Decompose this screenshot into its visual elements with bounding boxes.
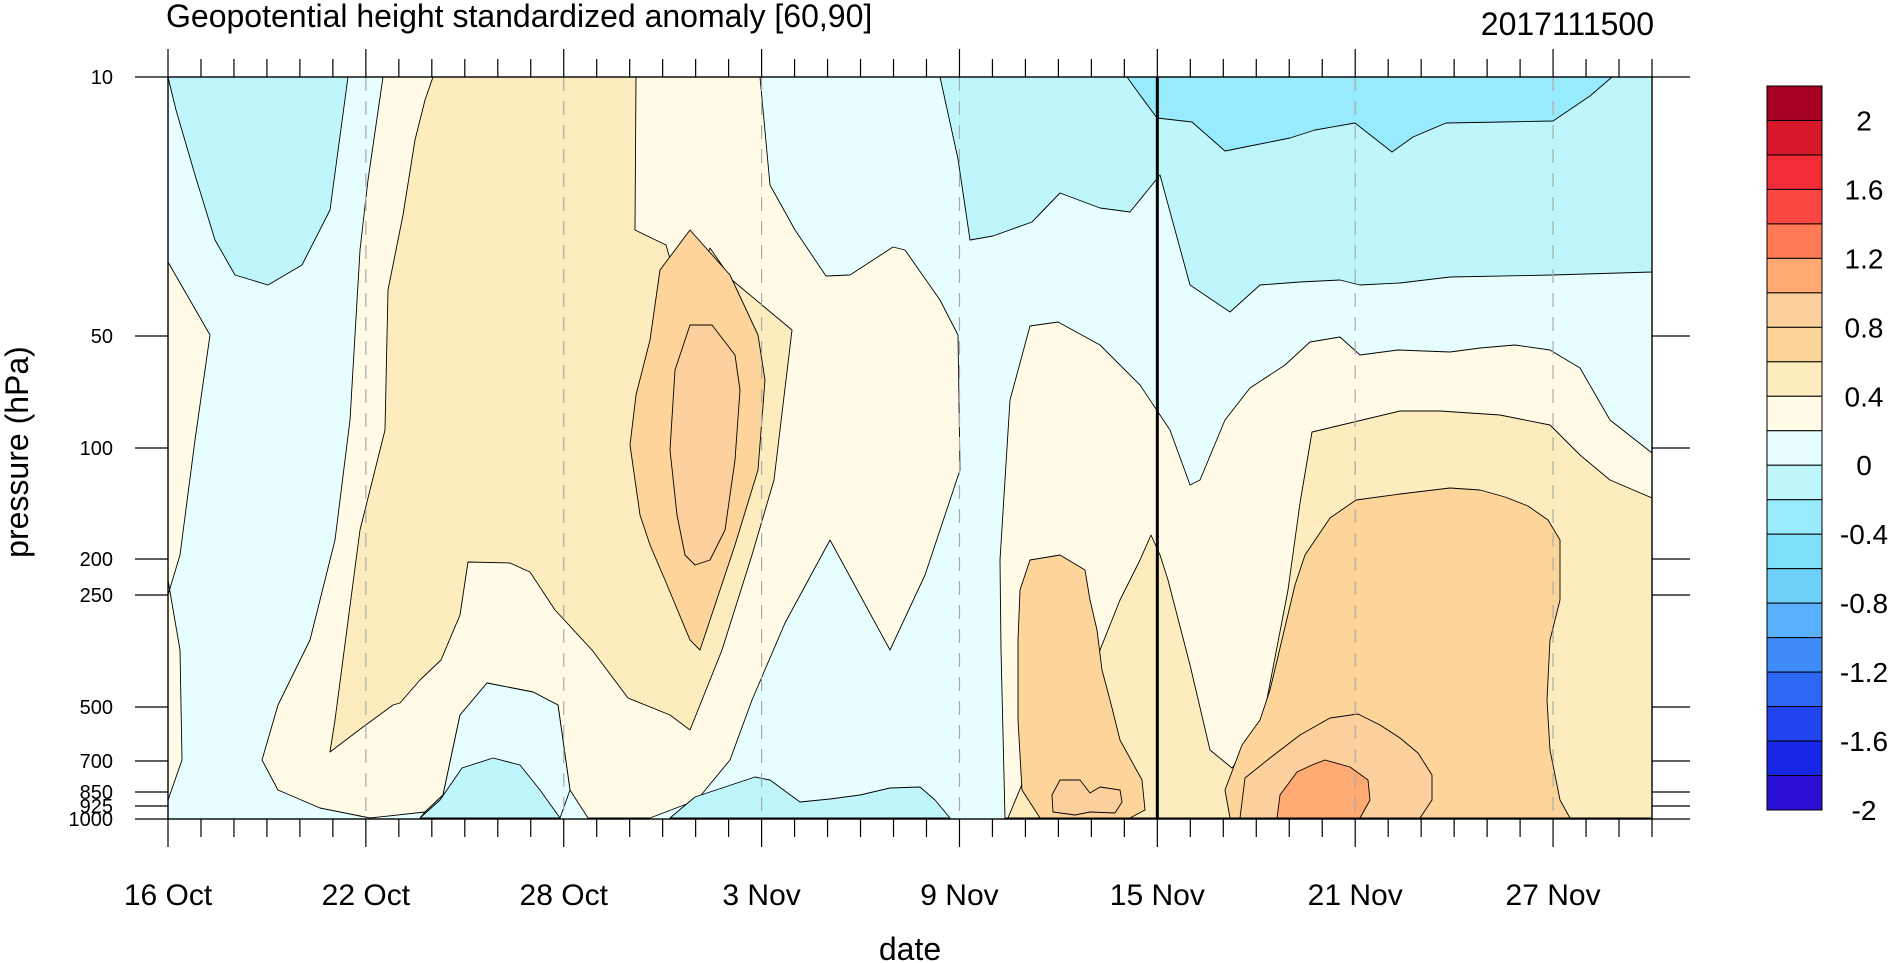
y-tick-label: 500 <box>80 697 113 719</box>
pos-0.6-0.8-small-blob <box>1051 779 1123 816</box>
x-tick-label: 16 Oct <box>124 879 213 912</box>
x-axis-label: date <box>879 931 941 963</box>
chart-date-label: 2017111500 <box>1481 6 1654 42</box>
y-tick-label: 1000 <box>69 809 114 831</box>
colorbar-box <box>1766 775 1823 811</box>
x-tick-label: 9 Nov <box>920 879 998 912</box>
colorbar-box <box>1766 671 1823 708</box>
colorbar-label: 0.8 <box>1845 312 1884 343</box>
colorbar-box <box>1766 533 1823 570</box>
colorbar-box <box>1766 223 1823 259</box>
colorbar-box <box>1766 154 1823 190</box>
chart-title: Geopotential height standardized anomaly… <box>166 0 872 34</box>
gridlines <box>365 77 1554 819</box>
colorbar: 2 1.6 1.2 0.8 0.4 0 -0.4 -0.8 -1.2 -1.6 -2 <box>1766 85 1888 826</box>
colorbar-box <box>1766 395 1823 432</box>
x-tick-label: 15 Nov <box>1110 879 1205 912</box>
x-axis: 16 Oct 22 Oct 28 Oct 3 Nov 9 Nov 15 Nov 21 Nov… <box>124 49 1653 912</box>
colorbar-box <box>1766 257 1823 294</box>
colorbar-box <box>1766 430 1823 466</box>
colorbar-box <box>1766 637 1823 673</box>
colorbar-label: -0.4 <box>1840 519 1888 550</box>
y-tick-label: 100 <box>80 438 113 460</box>
neg-0.2-0.4-top-left <box>167 76 349 286</box>
y-tick-label: 250 <box>80 585 113 607</box>
colorbar-label: -1.6 <box>1840 726 1888 757</box>
colorbar-label: 0 <box>1856 450 1872 481</box>
colorbar-box <box>1766 499 1823 535</box>
colorbar-label: 1.2 <box>1845 243 1884 274</box>
neg-0.4-0.6-top-right <box>1126 76 1613 153</box>
x-tick-label: 27 Nov <box>1506 879 1601 912</box>
y-tick-label: 10 <box>91 67 113 89</box>
pos-0.6-0.8-center <box>669 324 741 566</box>
colorbar-label: -2 <box>1852 795 1877 826</box>
colorbar-box <box>1766 119 1823 156</box>
colorbar-box <box>1766 85 1823 121</box>
colorbar-box <box>1766 292 1823 328</box>
colorbar-box <box>1766 326 1823 363</box>
contour-regions <box>167 76 1653 820</box>
x-tick-label: 3 Nov <box>722 879 800 912</box>
x-tick-label: 28 Oct <box>520 879 609 912</box>
pos-0.8-1.0-right <box>1276 759 1371 819</box>
colorbar-label: -1.2 <box>1840 657 1888 688</box>
y-tick-label: 850 <box>80 782 113 804</box>
colorbar-box <box>1766 361 1823 397</box>
colorbar-label: 0.4 <box>1845 381 1884 412</box>
neg-0.2-0.4-bottom-mid <box>669 776 951 819</box>
neg-0.2-0.4-top-right <box>939 76 1653 313</box>
colorbar-label: -0.8 <box>1840 588 1888 619</box>
colorbar-label: 2 <box>1856 105 1872 136</box>
colorbar-box <box>1766 568 1823 604</box>
x-tick-label: 21 Nov <box>1308 879 1403 912</box>
colorbar-box <box>1766 464 1823 501</box>
y-tick-label: 200 <box>80 549 113 571</box>
y-tick-label: 50 <box>91 326 113 348</box>
neg-0.2-0.4-bottom-pocket <box>419 757 561 819</box>
pos-0.4-0.6-small-blob <box>1017 554 1146 819</box>
colorbar-box <box>1766 740 1823 777</box>
colorbar-label: 1.6 <box>1845 174 1884 205</box>
y-axis-label: pressure (hPa) <box>0 346 35 558</box>
colorbar-box <box>1766 188 1823 225</box>
colorbar-box <box>1766 706 1823 742</box>
colorbar-box <box>1766 602 1823 639</box>
x-tick-label: 22 Oct <box>322 879 411 912</box>
y-tick-label: 700 <box>80 751 113 773</box>
y-tick-label: 925 <box>80 796 113 818</box>
